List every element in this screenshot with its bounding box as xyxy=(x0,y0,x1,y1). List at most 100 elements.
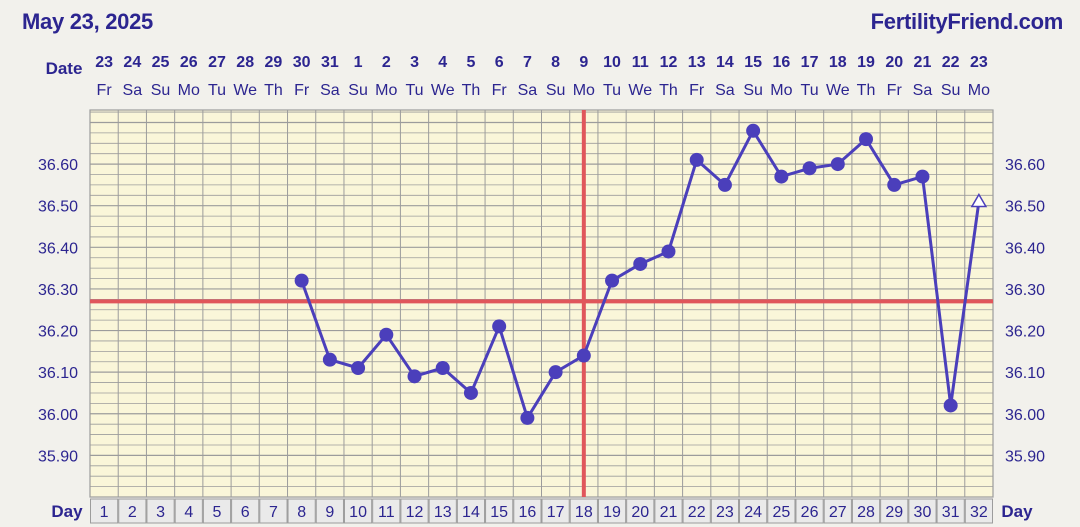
data-point xyxy=(407,369,422,384)
day-cell xyxy=(90,498,119,524)
day-cell xyxy=(767,498,796,524)
y-tick-label-left: 36.40 xyxy=(38,240,78,257)
date-label: 24 xyxy=(123,54,141,71)
weekday-label: Su xyxy=(743,82,763,99)
day-cell xyxy=(654,498,683,524)
day-cell xyxy=(456,498,486,524)
y-tick-label-left: 36.30 xyxy=(38,282,78,299)
day-label: 31 xyxy=(942,504,960,521)
y-tick-label-right: 36.30 xyxy=(1005,282,1045,299)
day-cell xyxy=(626,498,655,524)
date-label: 18 xyxy=(829,54,847,71)
data-point xyxy=(830,157,845,172)
date-label: 20 xyxy=(885,54,903,71)
brand-logo[interactable]: FertilityFriend.com xyxy=(870,9,1064,34)
day-cell xyxy=(908,498,937,524)
day-label: 32 xyxy=(970,504,988,521)
y-tick-label-right: 36.50 xyxy=(1005,199,1045,216)
data-point xyxy=(887,177,902,192)
day-label: 30 xyxy=(914,504,932,521)
day-label: 21 xyxy=(660,504,678,521)
day-label: 2 xyxy=(128,504,137,521)
day-cell xyxy=(259,498,288,524)
y-tick-label-right: 35.90 xyxy=(1005,448,1045,465)
date-label: 31 xyxy=(321,54,339,71)
weekday-label: Tu xyxy=(208,82,226,99)
date-label: 3 xyxy=(410,54,419,71)
day-label: 13 xyxy=(434,504,452,521)
day-cell xyxy=(682,498,711,524)
day-label: 18 xyxy=(575,504,593,521)
data-point xyxy=(492,319,507,334)
data-point xyxy=(802,161,817,176)
day-cell xyxy=(964,498,993,524)
data-point xyxy=(605,273,620,288)
data-point xyxy=(322,352,337,367)
data-point xyxy=(859,132,874,147)
date-label: 9 xyxy=(579,54,588,71)
date-label: 15 xyxy=(744,54,762,71)
date-label: 5 xyxy=(467,54,476,71)
day-label: 17 xyxy=(547,504,565,521)
day-label: 11 xyxy=(378,504,395,521)
date-label: 13 xyxy=(688,54,706,71)
day-cell xyxy=(851,498,881,524)
date-label: 23 xyxy=(95,54,113,71)
date-label: 28 xyxy=(236,54,254,71)
day-cell xyxy=(541,498,570,524)
day-label: 14 xyxy=(462,504,480,521)
date-label: 27 xyxy=(208,54,226,71)
date-label: 23 xyxy=(970,54,988,71)
data-point xyxy=(746,123,761,138)
date-label: 8 xyxy=(551,54,560,71)
data-point xyxy=(633,256,648,271)
day-label: 22 xyxy=(688,504,706,521)
date-label: 1 xyxy=(354,54,363,71)
weekday-label: Sa xyxy=(320,82,340,99)
day-cell xyxy=(372,498,401,524)
day-cell xyxy=(202,498,232,524)
day-cell xyxy=(710,498,740,524)
weekday-label: Tu xyxy=(603,82,621,99)
weekday-label: We xyxy=(431,82,455,99)
data-point xyxy=(717,177,732,192)
date-label: 29 xyxy=(265,54,283,71)
day-label: 4 xyxy=(184,504,193,521)
weekday-label: Sa xyxy=(518,82,538,99)
day-label: 8 xyxy=(297,504,306,521)
weekday-label: Th xyxy=(462,82,481,99)
data-point xyxy=(294,273,309,288)
day-cell xyxy=(231,498,260,524)
y-tick-label-left: 36.10 xyxy=(38,365,78,382)
weekday-label: Fr xyxy=(887,82,903,99)
y-tick-label-left: 35.90 xyxy=(38,448,78,465)
day-cell xyxy=(880,498,909,524)
weekday-label: Mo xyxy=(573,82,595,99)
data-point xyxy=(463,385,478,400)
day-label: 3 xyxy=(156,504,165,521)
data-point xyxy=(379,327,394,342)
day-cell xyxy=(146,498,175,524)
day-cell xyxy=(400,498,429,524)
data-point xyxy=(943,398,958,413)
day-label: 5 xyxy=(213,504,222,521)
temperature-series xyxy=(294,123,988,425)
weekday-label: Fr xyxy=(492,82,508,99)
day-cell xyxy=(513,498,542,524)
data-point xyxy=(915,169,930,184)
data-point xyxy=(435,361,450,375)
day-cell xyxy=(569,498,598,524)
day-cell xyxy=(739,498,768,524)
day-cell xyxy=(118,498,147,524)
data-point xyxy=(774,169,789,184)
date-label: 25 xyxy=(152,54,170,71)
date-label: 11 xyxy=(632,54,649,71)
day-cell xyxy=(343,498,373,524)
day-label: 6 xyxy=(241,504,250,521)
data-point xyxy=(576,348,591,363)
date-label: 4 xyxy=(438,54,447,71)
date-label: 30 xyxy=(293,54,311,71)
day-cell xyxy=(174,498,203,524)
date-label: 16 xyxy=(772,54,790,71)
